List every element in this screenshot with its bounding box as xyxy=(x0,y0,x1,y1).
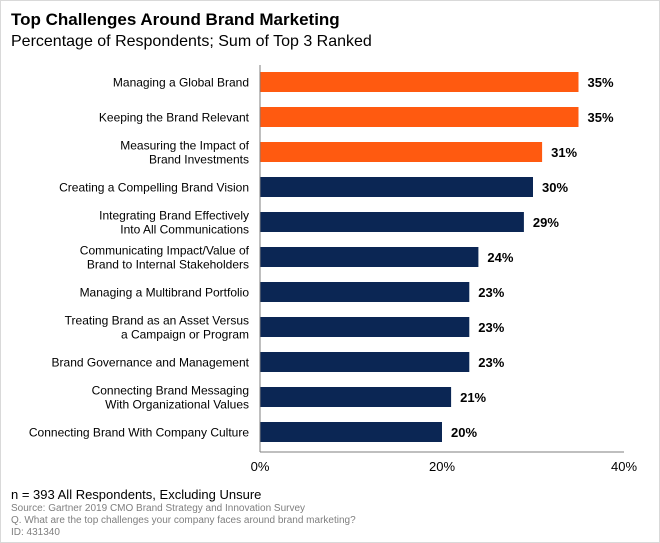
source-note: Source: Gartner 2019 CMO Brand Strategy … xyxy=(11,503,306,514)
data-label: 23% xyxy=(478,355,504,370)
chart-subtitle: Percentage of Respondents; Sum of Top 3 … xyxy=(11,33,372,50)
bar xyxy=(260,247,479,267)
question-note: Q. What are the top challenges your comp… xyxy=(11,515,356,526)
category-label: Connecting Brand With Company Culture xyxy=(29,426,249,440)
category-label: Keeping the Brand Relevant xyxy=(99,111,250,125)
bar xyxy=(260,317,470,337)
category-label: a Campaign or Program xyxy=(121,328,249,342)
bar xyxy=(260,142,543,162)
category-label: Brand to Internal Stakeholders xyxy=(87,258,249,272)
category-label: Communicating Impact/Value of xyxy=(80,244,250,258)
bar xyxy=(260,282,470,302)
data-label: 35% xyxy=(588,110,614,125)
category-label: Treating Brand as an Asset Versus xyxy=(65,314,249,328)
category-label: Integrating Brand Effectively xyxy=(99,209,249,223)
category-label: With Organizational Values xyxy=(105,398,249,412)
category-label: Connecting Brand Messaging xyxy=(92,384,249,398)
data-label: 21% xyxy=(460,390,486,405)
category-label: Brand Investments xyxy=(149,153,249,167)
category-label: Creating a Compelling Brand Vision xyxy=(59,181,249,195)
data-label: 30% xyxy=(542,180,568,195)
category-label: Managing a Global Brand xyxy=(113,76,249,90)
sample-size-note: n = 393 All Respondents, Excluding Unsur… xyxy=(11,487,262,502)
bar xyxy=(260,177,533,197)
bar xyxy=(260,422,442,442)
category-label: Managing a Multibrand Portfolio xyxy=(80,286,250,300)
bar xyxy=(260,72,579,92)
data-label: 29% xyxy=(533,215,559,230)
x-tick-label: 40% xyxy=(611,459,637,474)
data-label: 24% xyxy=(487,250,513,265)
data-label: 35% xyxy=(588,75,614,90)
bar xyxy=(260,387,452,407)
x-tick-label: 0% xyxy=(251,459,270,474)
chart-title: Top Challenges Around Brand Marketing xyxy=(11,10,340,29)
category-label: Brand Governance and Management xyxy=(52,356,250,370)
id-note: ID: 431340 xyxy=(11,527,60,538)
data-label: 23% xyxy=(478,320,504,335)
x-tick-label: 20% xyxy=(429,459,455,474)
category-label: Measuring the Impact of xyxy=(120,139,249,153)
data-label: 31% xyxy=(551,145,577,160)
category-label: Into All Communications xyxy=(120,223,249,237)
data-label: 20% xyxy=(451,425,477,440)
bar xyxy=(260,352,470,372)
bar xyxy=(260,212,524,232)
bar xyxy=(260,107,579,127)
data-label: 23% xyxy=(478,285,504,300)
